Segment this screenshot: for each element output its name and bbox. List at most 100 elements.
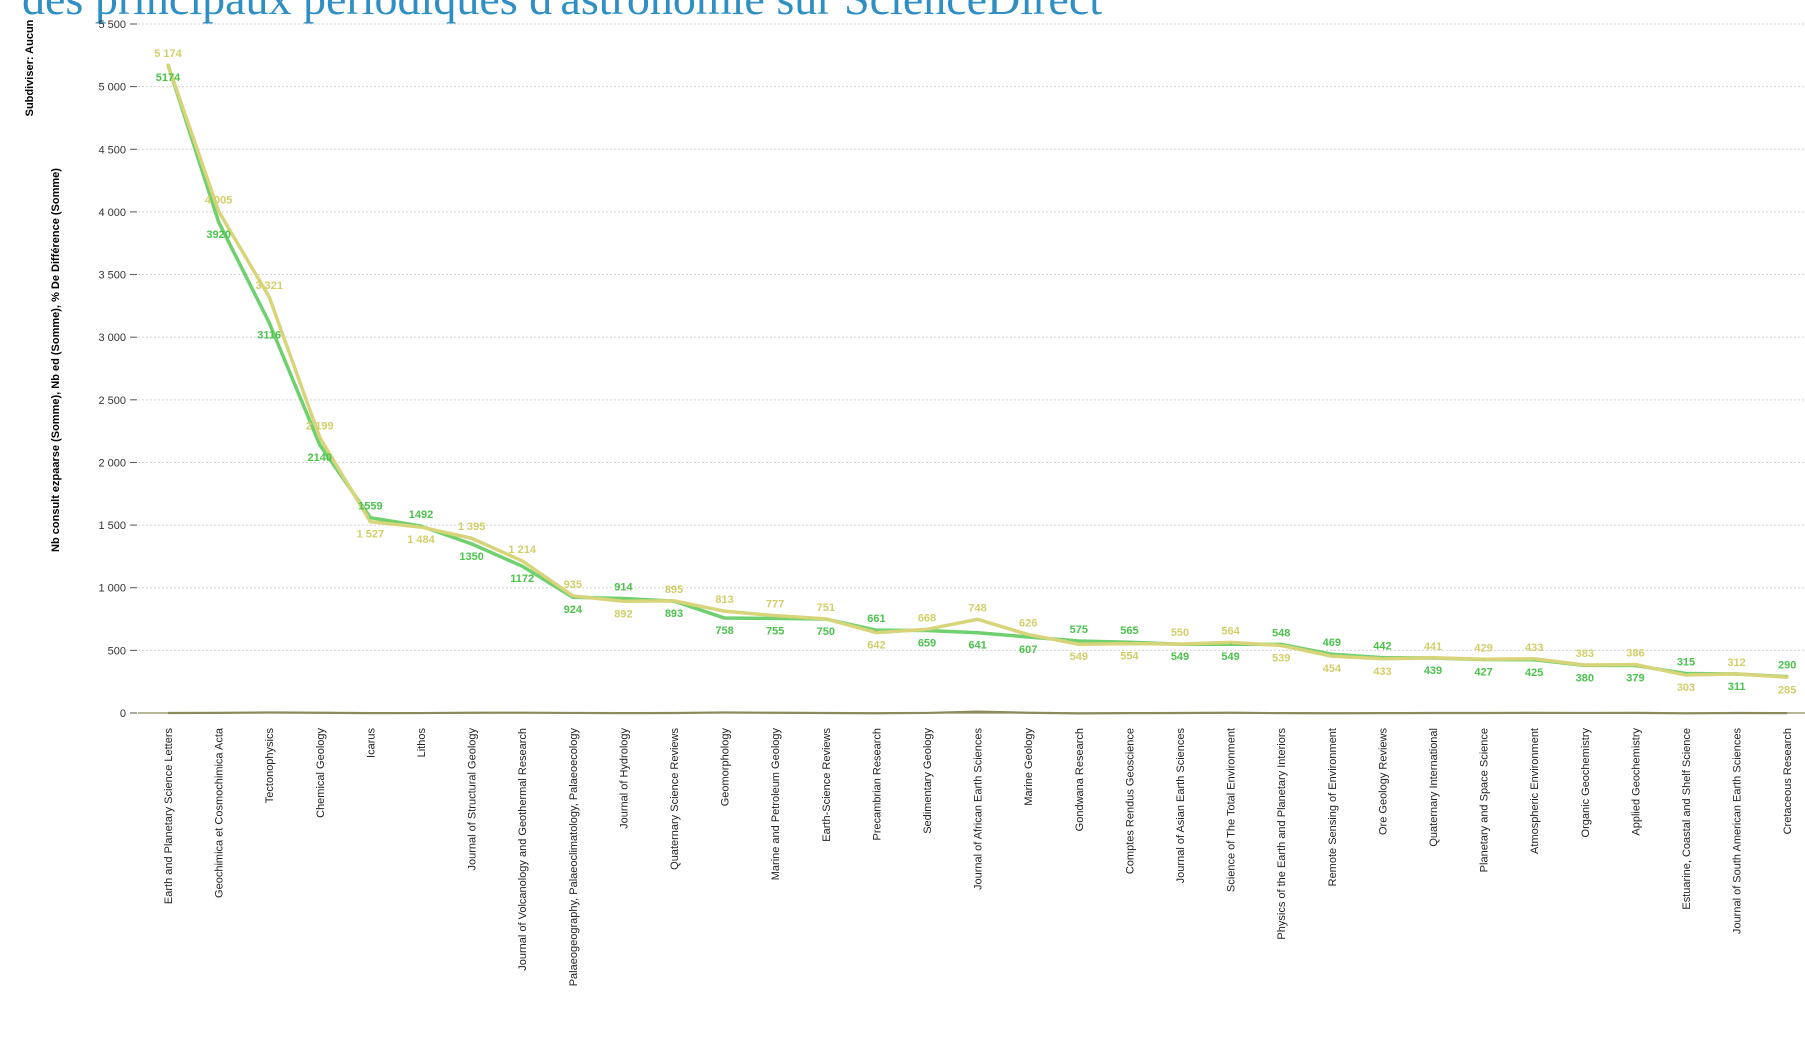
y-tick-label: 1 500 [98, 520, 126, 532]
data-point-ed [925, 627, 929, 631]
data-point-ed [976, 617, 980, 621]
data-point-ed [318, 436, 322, 440]
data-label-ed: 312 [1727, 657, 1745, 669]
x-category-label: Planetary and Space Science [1479, 728, 1491, 872]
data-label-consult: 758 [715, 625, 733, 637]
y-axis-title-sep1: , [50, 389, 62, 395]
y-tick-label: 1 000 [98, 583, 126, 595]
x-category-label: Gondwana Research [1074, 728, 1086, 831]
data-label-ed: 285 [1778, 684, 1796, 696]
data-point-ed [1178, 642, 1182, 646]
y-axis-title-sep2: , [50, 302, 62, 308]
series-line-difference [167, 710, 1788, 715]
x-category-label: Geochimica et Cosmochimica Acta [214, 727, 226, 898]
data-label-consult: 914 [614, 582, 633, 594]
data-point-consult [318, 443, 322, 447]
x-category-label: Atmospheric Environment [1529, 728, 1541, 854]
data-label-ed: 554 [1120, 651, 1139, 663]
data-point-ed [773, 614, 777, 618]
data-point-ed [1482, 657, 1486, 661]
series-lines [166, 63, 1789, 715]
data-point-consult [1077, 639, 1081, 643]
data-label-ed: 892 [614, 608, 632, 620]
data-label-ed: 751 [817, 602, 835, 614]
y-tick-label: 4 500 [98, 144, 126, 156]
data-label-ed: 441 [1424, 641, 1442, 653]
x-category-label: Quaternary Science Reviews [669, 728, 681, 870]
data-label-consult: 2140 [308, 452, 332, 464]
data-point-ed [267, 295, 271, 299]
data-point-ed [1229, 640, 1233, 644]
x-category-label: Tectonophysics [264, 728, 276, 804]
data-label-consult: 5174 [156, 72, 181, 84]
data-label-ed: 4 005 [205, 194, 233, 206]
data-label-consult: 575 [1070, 624, 1088, 636]
data-label-ed: 550 [1171, 627, 1189, 639]
data-point-consult [520, 564, 524, 568]
y-tick-label: 3 500 [98, 270, 126, 282]
data-label-consult: 659 [918, 637, 936, 649]
data-label-consult: 379 [1626, 673, 1644, 685]
data-label-consult: 549 [1221, 651, 1239, 663]
y-axis-title-series-c: % De Différence (Somme) [50, 168, 62, 302]
data-label-consult: 661 [867, 613, 885, 625]
data-label-ed: 777 [766, 599, 784, 611]
data-label-ed: 1 395 [458, 521, 486, 533]
data-label-ed: 5 174 [154, 48, 182, 60]
data-label-ed: 2 199 [306, 421, 334, 433]
data-point-consult [470, 542, 474, 546]
data-point-ed [1735, 672, 1739, 676]
x-category-label: Journal of Volcanology and Geothermal Re… [517, 728, 529, 971]
data-point-ed [874, 631, 878, 635]
data-point-ed [520, 559, 524, 563]
y-tick-label: 5 500 [98, 19, 126, 31]
data-label-ed: 1 214 [508, 544, 536, 556]
x-category-label: Ore Geology Reviews [1377, 728, 1389, 835]
data-label-ed: 429 [1474, 642, 1492, 654]
data-point-ed [621, 599, 625, 603]
data-point-ed [1684, 673, 1688, 677]
y-tick-label: 5 000 [98, 82, 126, 94]
data-label-consult: 755 [766, 625, 784, 637]
x-category-label: Organic Geochemistry [1580, 728, 1592, 838]
y-axis-title: Nb consult ezpaarse (Somme), Nb ed (Somm… [50, 168, 62, 552]
x-category-label: Journal of African Earth Sciences [973, 728, 985, 891]
data-point-ed [1583, 663, 1587, 667]
x-category-label: Chemical Geology [315, 728, 327, 818]
data-point-ed [1785, 675, 1789, 679]
x-category-label: Journal of South American Earth Sciences [1732, 728, 1744, 935]
data-label-ed: 626 [1019, 618, 1037, 630]
data-point-ed [723, 609, 727, 613]
x-category-label: Marine Geology [1023, 728, 1035, 806]
data-label-consult: 548 [1272, 627, 1290, 639]
data-point-consult [723, 616, 727, 620]
data-label-ed: 813 [715, 594, 733, 606]
data-label-consult: 311 [1728, 681, 1746, 693]
data-point-ed [368, 520, 372, 524]
data-label-ed: 386 [1626, 648, 1644, 660]
data-label-consult: 439 [1424, 665, 1442, 677]
x-category-label: Quaternary International [1428, 728, 1440, 847]
data-label-ed: 895 [665, 584, 683, 596]
series-line-consult [166, 64, 1788, 679]
x-category-label: Estuarine, Coastal and Shelf Science [1681, 728, 1693, 910]
data-point-ed [824, 617, 828, 621]
x-category-label: Geomorphology [720, 728, 732, 807]
data-point-ed [1077, 642, 1081, 646]
y-tick-label: 2 500 [98, 395, 126, 407]
data-point-consult [217, 220, 221, 224]
y-tick-label: 500 [108, 645, 126, 657]
data-label-ed: 539 [1272, 652, 1290, 664]
x-axis-categories: Earth and Planetary Science Letters Geoch… [163, 727, 1794, 986]
data-point-ed [419, 525, 423, 529]
data-label-consult: 607 [1019, 644, 1037, 656]
gridlines [138, 23, 1805, 714]
data-label-consult: 290 [1778, 660, 1796, 672]
data-label-consult: 380 [1576, 672, 1594, 684]
data-label-ed: 1 527 [357, 529, 385, 541]
x-category-label: Journal of Structural Geology [467, 728, 479, 871]
data-label-consult: 1492 [409, 509, 433, 521]
data-label-consult: 549 [1171, 651, 1189, 663]
x-category-label: Remote Sensing of Environment [1327, 728, 1339, 886]
